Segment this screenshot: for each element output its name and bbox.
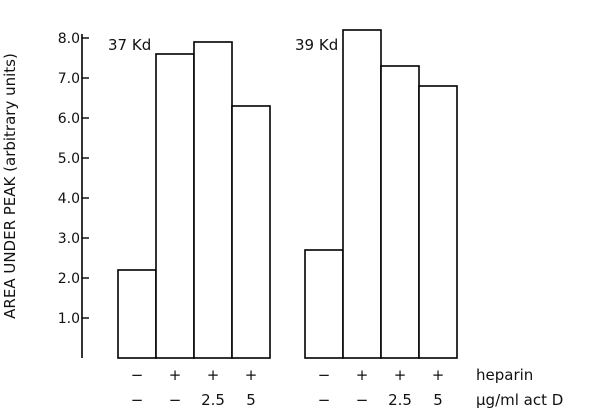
heparin-mark-g1-3: +: [207, 366, 220, 384]
bar-g2-3: [380, 65, 420, 359]
bars-layer: [117, 29, 458, 359]
actd-mark-g1-4: 5: [246, 391, 256, 409]
bar-g1-4: [231, 105, 271, 359]
actd-mark-g2-1: −: [318, 391, 331, 409]
actd-mark-g1-3: 2.5: [201, 391, 225, 409]
y-tick-label-2: 2.0: [58, 271, 80, 287]
actd-mark-g1-1: −: [131, 391, 144, 409]
y-tick-label-3: 3.0: [58, 231, 80, 247]
bar-g1-3: [193, 41, 233, 359]
heparin-mark-g2-1: −: [318, 366, 331, 384]
y-axis-ticks: 1.0 2.0 3.0 4.0 5.0 6.0 7.0 8.0: [58, 31, 89, 327]
y-tick-label-1: 1.0: [58, 311, 80, 327]
heparin-mark-g1-1: −: [131, 366, 144, 384]
actd-mark-g2-4: 5: [433, 391, 443, 409]
heparin-mark-g2-2: +: [356, 366, 369, 384]
group-label-1: 37 Kd: [108, 36, 151, 54]
y-tick-label-5: 5.0: [58, 151, 80, 167]
actd-mark-g1-2: −: [169, 391, 182, 409]
row-label-heparin: heparin: [476, 366, 533, 384]
bar-g2-2: [342, 29, 382, 359]
y-axis-label: AREA UNDER PEAK (arbitrary units): [1, 53, 19, 319]
bar-g1-1: [117, 269, 157, 359]
y-tick-label-4: 4.0: [58, 191, 80, 207]
heparin-mark-g2-3: +: [394, 366, 407, 384]
heparin-mark-g1-2: +: [169, 366, 182, 384]
row-label-act-d: μg/ml act D: [476, 391, 563, 409]
heparin-mark-g2-4: +: [432, 366, 445, 384]
y-tick-label-8: 8.0: [58, 31, 80, 47]
actd-mark-g2-3: 2.5: [388, 391, 412, 409]
bar-g2-4: [418, 85, 458, 359]
bar-g1-2: [155, 53, 195, 359]
group-label-2: 39 Kd: [295, 36, 338, 54]
actd-mark-g2-2: −: [356, 391, 369, 409]
y-tick-label-6: 6.0: [58, 111, 80, 127]
heparin-mark-g1-4: +: [245, 366, 258, 384]
y-tick-label-7: 7.0: [58, 71, 80, 87]
bar-g2-1: [304, 249, 344, 359]
group-labels: 37 Kd 39 Kd: [108, 36, 338, 54]
condition-rows: − − + − +2.5 +5 − − + − +2.5 +5 heparin μg/ml act D: [131, 366, 564, 409]
